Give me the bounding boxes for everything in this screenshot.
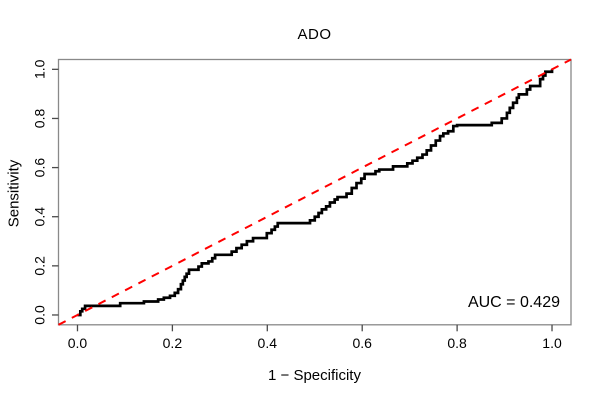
- roc-step-curve: [77, 69, 554, 317]
- y-tick-label: 0.2: [32, 256, 48, 276]
- y-tick-label: 0.4: [32, 207, 48, 227]
- x-axis-label: 1 − Specificity: [268, 367, 361, 384]
- x-tick-label: 0.4: [258, 335, 278, 351]
- x-tick-label: 1.0: [542, 335, 562, 351]
- plot-box: [57, 58, 572, 326]
- x-tick-label: 0.0: [68, 335, 88, 351]
- x-tick-label: 0.2: [163, 335, 183, 351]
- y-axis-label: Sensitivity: [5, 159, 23, 228]
- auc-value-label: AUC = 0.429: [467, 294, 560, 311]
- y-tick-label: 1.0: [32, 59, 48, 79]
- x-tick-label: 0.8: [447, 335, 467, 351]
- y-tick-label: 0.6: [32, 158, 48, 178]
- reference-diagonal-line: [58, 58, 572, 326]
- y-tick-label: 0.8: [32, 109, 48, 129]
- y-tick-label: 0.0: [32, 305, 48, 325]
- x-tick-label: 0.6: [352, 335, 372, 351]
- chart-title: ADO: [297, 26, 332, 43]
